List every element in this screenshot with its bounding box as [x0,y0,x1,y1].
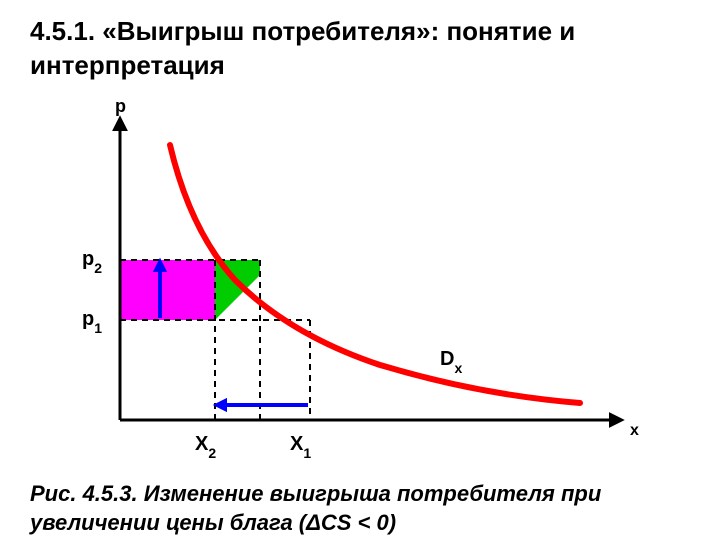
consumer-surplus-chart: p x p2 p1 X2 X1 Dx [60,100,660,470]
svg-text:Dx: Dx [440,348,462,376]
slide-title: 4.5.1. «Выигрыш потребителя»: понятие и … [30,15,690,83]
svg-text:p1: p1 [82,308,102,336]
svg-text:X2: X2 [195,433,216,461]
figure-caption: Рис. 4.5.3. Изменение выигрыша потребите… [30,480,690,537]
svg-text:p2: p2 [82,248,102,276]
svg-text:p: p [115,100,126,116]
svg-text:x: x [630,422,639,439]
svg-text:X1: X1 [290,433,311,461]
